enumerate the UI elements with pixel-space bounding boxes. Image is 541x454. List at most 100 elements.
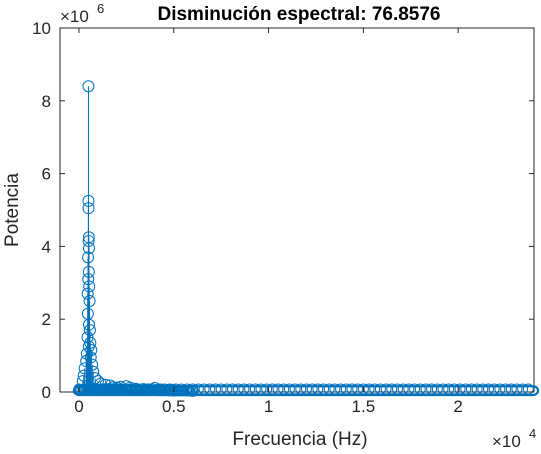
stem-marker xyxy=(148,381,161,394)
baseline-marker xyxy=(232,383,244,395)
baseline-marker xyxy=(221,383,233,395)
baseline-marker xyxy=(329,383,341,395)
stem-marker xyxy=(129,382,142,395)
baseline-marker xyxy=(414,383,426,395)
y-tick-label: 4 xyxy=(42,237,51,256)
baseline-marker xyxy=(391,383,403,395)
baseline-marker xyxy=(335,383,347,395)
baseline-marker xyxy=(283,383,295,395)
y-exponent-base: ×10 xyxy=(60,7,89,26)
baseline-marker xyxy=(312,383,324,395)
stem-marker xyxy=(167,384,180,397)
stem-marker xyxy=(124,381,137,394)
x-tick-label: 0 xyxy=(74,397,83,416)
baseline-marker xyxy=(272,383,284,395)
baseline-marker xyxy=(482,383,494,395)
y-tick-label: 0 xyxy=(42,383,51,402)
plot-area xyxy=(59,27,540,397)
baseline-marker xyxy=(443,383,455,395)
stem-marker xyxy=(81,287,94,300)
stem-marker xyxy=(107,381,120,394)
stem-marker xyxy=(78,362,91,375)
baseline-marker xyxy=(352,383,364,395)
stem-marker xyxy=(85,344,98,357)
baseline-marker xyxy=(386,383,398,395)
stem-marker xyxy=(76,375,89,388)
baseline-marker xyxy=(204,383,216,395)
stem-marker xyxy=(77,369,90,382)
stem-marker xyxy=(83,324,96,337)
baseline-marker xyxy=(517,383,529,395)
stem-marker xyxy=(84,351,97,364)
stem-marker xyxy=(83,295,96,307)
stem-marker xyxy=(110,381,123,394)
axes-box xyxy=(59,27,535,393)
baseline-marker xyxy=(420,383,432,395)
baseline-marker xyxy=(261,383,273,395)
baseline-marker xyxy=(454,383,466,395)
baseline-marker xyxy=(289,383,301,395)
chart-title: Disminución espectral: 76.8576 xyxy=(157,4,440,25)
y-tick-label: 8 xyxy=(42,92,51,111)
x-tick-label: 1.5 xyxy=(352,397,376,416)
baseline-marker xyxy=(369,383,381,395)
x-exponent-label: ×10 4 xyxy=(492,426,536,451)
baseline-marker xyxy=(363,383,375,395)
stem-marker xyxy=(99,378,112,391)
baseline-marker xyxy=(494,383,506,395)
stem-marker xyxy=(91,375,104,388)
y-tick-label: 10 xyxy=(32,19,51,38)
baseline-marker xyxy=(227,383,239,395)
stem-marker xyxy=(82,234,95,247)
baseline-marker xyxy=(488,383,500,395)
stem-marker xyxy=(83,318,96,331)
baseline-marker xyxy=(323,383,335,395)
baseline-marker xyxy=(511,383,523,395)
baseline-marker xyxy=(426,383,438,395)
baseline-marker xyxy=(318,383,330,395)
baseline-marker xyxy=(397,383,409,395)
stem-marker xyxy=(82,80,95,93)
baseline-marker xyxy=(471,383,483,395)
x-tick-label: 1 xyxy=(264,397,273,416)
x-tick-labels: 0 0.5 1 1.5 2 xyxy=(74,397,463,416)
baseline-marker xyxy=(357,383,369,395)
baseline-marker xyxy=(403,383,415,395)
baseline-marker xyxy=(192,383,204,395)
y-tick-labels: 0 2 4 6 8 10 xyxy=(32,19,51,402)
baseline-marker xyxy=(500,383,512,395)
x-exponent-power: 4 xyxy=(529,426,536,441)
baseline-marker xyxy=(340,383,352,395)
x-exponent-base: ×10 xyxy=(492,432,521,451)
baseline-marker xyxy=(198,383,210,395)
baseline-marker xyxy=(238,383,250,395)
baseline-marker xyxy=(295,383,307,395)
baseline-marker xyxy=(306,383,318,395)
stem-marker xyxy=(83,242,96,255)
x-tick-label: 2 xyxy=(453,397,462,416)
baseline-marker xyxy=(300,383,312,395)
stem-marker xyxy=(82,251,95,264)
stem-marker xyxy=(186,384,199,397)
baseline-marker xyxy=(465,383,477,395)
stem-marker xyxy=(80,355,93,368)
baseline-marker xyxy=(215,383,227,395)
baseline-marker xyxy=(374,383,386,395)
stem-marker xyxy=(82,194,95,207)
x-tick-label: 0.5 xyxy=(162,397,186,416)
axis-ticks xyxy=(60,27,534,393)
y-tick-label: 6 xyxy=(42,165,51,184)
baseline-marker xyxy=(278,383,290,395)
stem-marker xyxy=(82,273,95,286)
y-tick-label: 2 xyxy=(42,310,51,329)
y-exponent-power: 6 xyxy=(97,1,104,16)
baseline-marker xyxy=(255,383,267,395)
baseline-marker xyxy=(460,383,472,395)
baseline-marker xyxy=(437,383,449,395)
baseline-marker xyxy=(477,383,489,395)
baseline-marker xyxy=(409,383,421,395)
baseline-marker xyxy=(266,383,278,395)
x-axis-label: Frecuencia (Hz) xyxy=(232,429,367,450)
baseline-marker xyxy=(380,383,392,395)
